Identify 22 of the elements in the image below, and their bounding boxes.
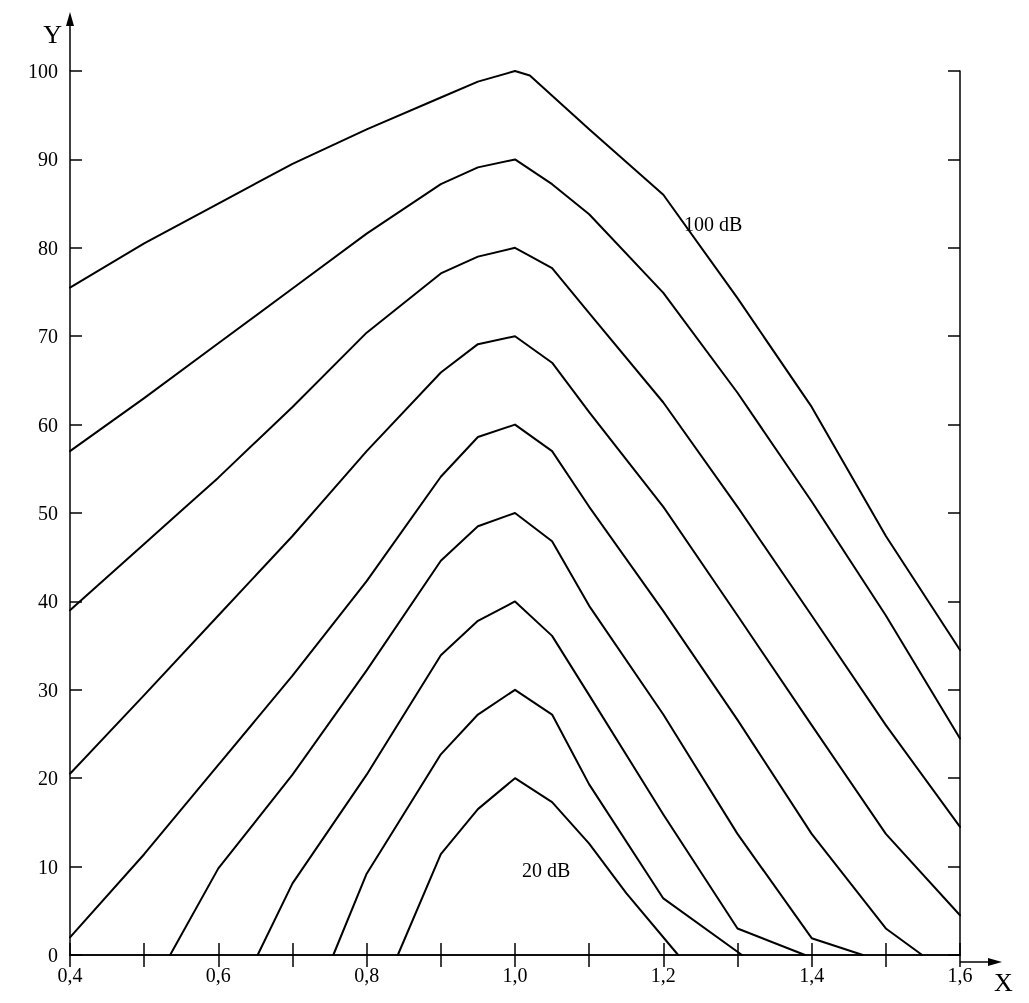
y-tick-label: 10: [38, 855, 58, 878]
y-tick-label: 50: [38, 502, 58, 524]
annotation: 100 dB: [684, 213, 743, 235]
x-tick-label: 0,8: [354, 964, 380, 986]
y-axis-title: Y: [43, 19, 63, 49]
x-tick-label: 1,6: [947, 964, 973, 986]
y-tick-label: 60: [38, 413, 58, 436]
x-tick-label: 1,2: [650, 964, 676, 986]
y-tick-label: 100: [28, 60, 58, 82]
y-tick-label: 90: [38, 148, 58, 171]
y-tick-label: 20: [38, 767, 58, 790]
x-tick-label: 1,4: [799, 964, 825, 986]
annotation: 20 dB: [522, 859, 571, 881]
y-tick-label: 80: [38, 236, 58, 259]
y-tick-label: 0: [48, 944, 58, 966]
x-tick-label: 1,0: [502, 964, 528, 986]
x-tick-label: 0,4: [57, 964, 83, 986]
x-tick-label: 0,6: [205, 964, 231, 986]
x-axis-title: X: [994, 967, 1013, 997]
y-tick-label: 30: [38, 678, 58, 701]
y-tick-label: 70: [38, 325, 58, 348]
y-tick-label: 40: [38, 590, 58, 613]
